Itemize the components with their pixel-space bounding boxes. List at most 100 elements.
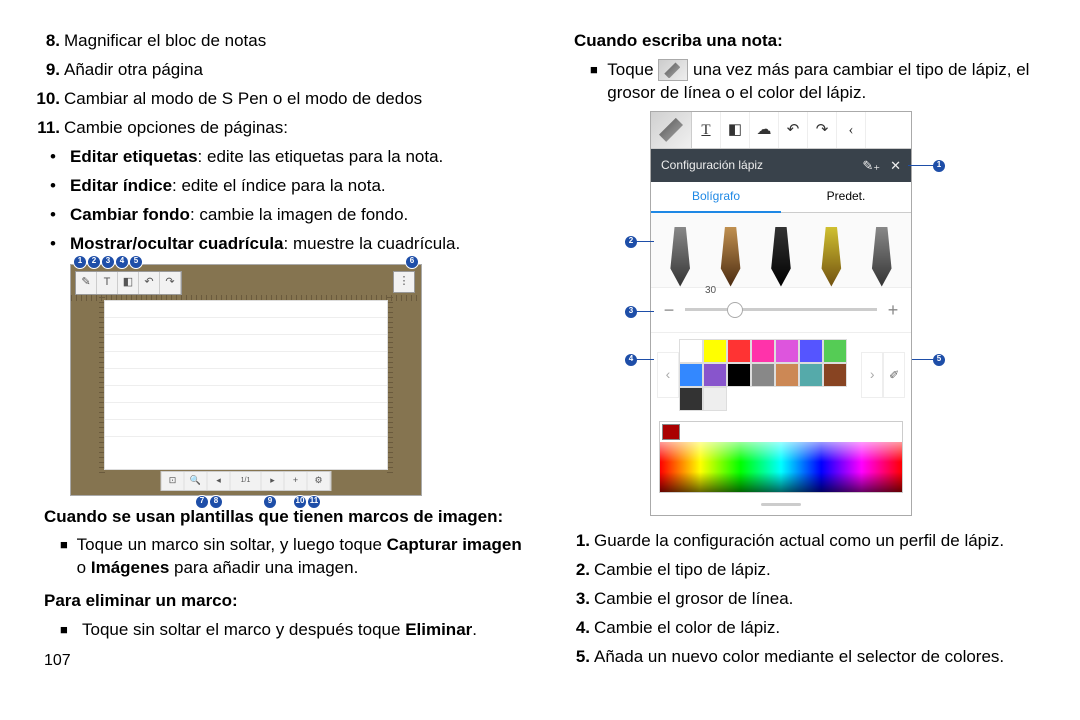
color-swatch [823,363,847,387]
selected-color [662,424,680,440]
color-swatch [679,339,703,363]
next-colors-icon: › [861,352,883,398]
page-number: 107 [44,650,530,672]
callout-r4: 4 [624,353,638,367]
color-swatch [823,339,847,363]
note-paper [105,301,387,469]
right-column: Cuando escriba una nota: ■ Toque una vez… [560,30,1060,675]
tool-eraser-icon: ◧ [118,272,139,294]
pen-types [651,213,911,288]
prev-colors-icon: ‹ [657,352,679,398]
collapse-icon: ‹ [837,112,866,148]
tab-pen: Bolígrafo [651,182,781,212]
color-swatch [751,363,775,387]
color-swatch [679,363,703,387]
pen-type-1 [666,227,694,287]
callout-4: 4 [115,255,129,269]
top-toolbar: ✎ T ◧ ↶ ↷ [75,271,182,295]
cloud-icon: ☁ [750,112,779,148]
list-item: 3.Cambie el grosor de línea. [560,588,1060,611]
callout-r5: 5 [932,353,946,367]
callout-r1: 1 [932,159,946,173]
pen-config-title: Configuración lápiz [661,157,763,173]
text-icon: T [692,112,721,148]
tool-undo-icon: ↶ [139,272,160,294]
callout-5: 5 [129,255,143,269]
bottom-toolbar: ⊡🔍◂1/1▸+⚙ [161,471,332,491]
callout-6: 6 [405,255,419,269]
callout-7: 7 [195,495,209,509]
callout-9: 9 [263,495,277,509]
heading-remove-frame: Para eliminar un marco: [44,590,530,613]
bullet-item: ■ Toque un marco sin soltar, y luego toq… [60,534,530,580]
eyedropper-icon: ✐ [883,352,905,398]
callout-8: 8 [209,495,223,509]
tab-preset: Predet. [781,182,911,212]
list-item: 1.Guarde la configuración actual como un… [560,530,1060,553]
note-editor-figure: ✎ T ◧ ↶ ↷ ⋮ ⊡🔍◂1/1▸+⚙ 1 2 3 4 5 [70,264,422,496]
callout-1: 1 [73,255,87,269]
list-item: 4.Cambie el color de lápiz. [560,617,1060,640]
list-item: 11.Cambie opciones de páginas: [30,117,530,140]
color-swatch [727,339,751,363]
thickness-slider: 30 − + [651,288,911,333]
redo-icon: ↷ [808,112,837,148]
callout-r3: 3 [624,305,638,319]
square-bullet-icon: ■ [60,534,69,580]
color-swatch [775,363,799,387]
thickness-value: 30 [705,284,716,298]
color-swatch [703,363,727,387]
color-gradient [659,421,903,493]
pen-icon [651,112,692,148]
tool-pen-icon: ✎ [76,272,97,294]
list-item: 10.Cambiar al modo de S Pen o el modo de… [30,88,530,111]
heading-write-note: Cuando escriba una nota: [574,30,1060,53]
color-swatch [727,363,751,387]
heading-image-frames: Cuando se usan plantillas que tienen mar… [44,506,530,529]
list-item: 5.Añada un nuevo color mediante el selec… [560,646,1060,669]
color-palette: ‹ › ✐ [651,333,911,417]
bullet-item: ■ Toque una vez más para cambiar el tipo… [590,59,1060,105]
color-swatch [799,339,823,363]
color-swatch [775,339,799,363]
pen-config-header: Configuración lápiz ✎₊ ✕ [651,149,911,183]
color-swatch [799,363,823,387]
menu-icon: ⋮ [393,271,415,293]
pen-tabs: Bolígrafo Predet. [651,182,911,212]
list-item: 9.Añadir otra página [30,59,530,82]
callout-3: 3 [101,255,115,269]
callout-10: 10 [293,495,307,509]
callout-r2: 2 [624,235,638,249]
list-item: 8.Magnificar el bloc de notas [30,30,530,53]
bullet-item: ■ Toque sin soltar el marco y después to… [60,619,530,642]
plus-icon: + [883,298,903,322]
pen-type-5 [868,227,896,287]
close-icon: ✕ [890,157,901,175]
color-swatch [751,339,775,363]
pen-config-figure: T ◧ ☁ ↶ ↷ ‹ Configuración lápiz ✎₊ ✕ Bol… [650,111,912,516]
eraser-icon: ◧ [721,112,750,148]
color-swatch [703,387,727,411]
callout-2: 2 [87,255,101,269]
color-swatch [703,339,727,363]
callout-11: 11 [307,495,321,509]
color-swatch [679,387,703,411]
pen-tool-inline-icon [658,59,688,81]
sub-list-item: •Cambiar fondo: cambie la imagen de fond… [50,204,530,227]
left-column: 8.Magnificar el bloc de notas 9.Añadir ot… [30,30,530,675]
square-bullet-icon: ■ [590,59,599,105]
minus-icon: − [659,298,679,322]
undo-icon: ↶ [779,112,808,148]
pen-type-2 [717,227,745,287]
tool-redo-icon: ↷ [160,272,181,294]
sub-list-item: •Editar etiquetas: edite las etiquetas p… [50,146,530,169]
tool-text-icon: T [97,272,118,294]
sub-list-item: •Mostrar/ocultar cuadrícula: muestre la … [50,233,530,256]
square-bullet-icon: ■ [60,619,74,642]
save-profile-icon: ✎₊ [862,157,880,175]
list-item: 2.Cambie el tipo de lápiz. [560,559,1060,582]
pen-type-4 [817,227,845,287]
tool-strip: T ◧ ☁ ↶ ↷ ‹ [651,112,911,149]
sub-list-item: •Editar índice: edite el índice para la … [50,175,530,198]
pen-type-3 [767,227,795,287]
